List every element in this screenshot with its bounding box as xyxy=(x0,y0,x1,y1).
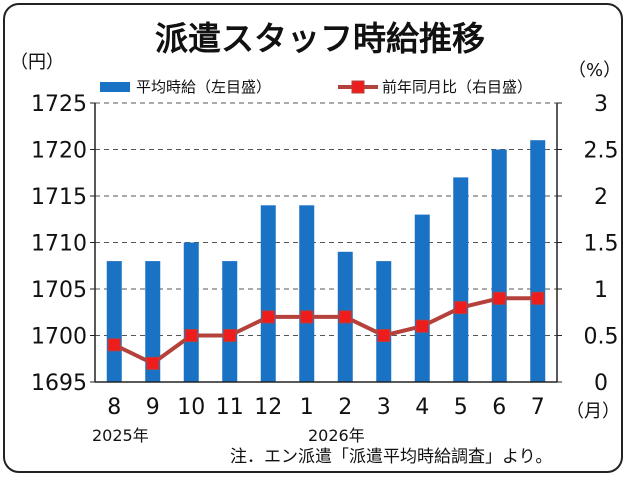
right-axis-ticks: 0 0.5 1 1.5 2 2.5 3 xyxy=(557,92,619,396)
line-point xyxy=(184,329,198,342)
legend-line-marker xyxy=(351,80,365,94)
right-tick-label: 1.5 xyxy=(584,232,619,257)
bar xyxy=(299,205,315,382)
left-tick-label: 1705 xyxy=(31,278,87,303)
x-tick-label: 6 xyxy=(492,395,506,420)
line-point xyxy=(377,329,391,342)
right-tick-label: 2.5 xyxy=(584,139,619,164)
bar xyxy=(530,140,546,382)
axes xyxy=(94,103,558,383)
right-tick-label: 2 xyxy=(594,185,608,210)
left-tick-label: 1710 xyxy=(31,232,87,257)
bar xyxy=(260,205,276,382)
bar xyxy=(106,261,122,382)
year-label-2025: 2025年 xyxy=(92,426,149,445)
right-tick-label: 1 xyxy=(594,278,608,303)
line-point xyxy=(531,291,545,305)
line-point xyxy=(261,310,275,324)
legend-line-label: 前年同月比（右目盛） xyxy=(382,78,532,96)
legend-bar-label: 平均時給（左目盛） xyxy=(136,78,271,96)
source-note: 注．エン派遣「派遣平均時給調査」より。 xyxy=(230,447,552,467)
legend: 平均時給（左目盛） 前年同月比（右目盛） xyxy=(100,78,532,96)
line-point xyxy=(454,301,468,315)
bars xyxy=(106,140,546,382)
line-point xyxy=(415,319,429,333)
x-tick-label: 2 xyxy=(338,395,352,420)
line-point xyxy=(146,356,160,370)
x-tick-label: 5 xyxy=(454,395,468,420)
x-tick-label: 4 xyxy=(415,395,429,420)
legend-bar-swatch xyxy=(100,82,130,92)
x-tick-label: 3 xyxy=(377,395,391,420)
left-tick-label: 1725 xyxy=(31,92,87,117)
line-point xyxy=(300,310,314,324)
x-axis-unit: （月） xyxy=(566,401,620,422)
bar xyxy=(376,261,392,382)
right-tick-label: 0 xyxy=(594,371,608,396)
bar xyxy=(145,261,161,382)
bar xyxy=(453,177,469,382)
right-axis-unit: （%） xyxy=(568,60,621,81)
x-tick-label: 10 xyxy=(177,395,205,420)
x-tick-label: 7 xyxy=(531,395,545,420)
bar xyxy=(222,261,238,382)
left-axis-unit: （円） xyxy=(10,52,64,73)
x-tick-label: 9 xyxy=(146,395,160,420)
bar xyxy=(414,214,430,382)
right-tick-label: 0.5 xyxy=(584,325,619,350)
line-point xyxy=(107,338,121,352)
left-tick-label: 1720 xyxy=(31,139,87,164)
x-tick-label: 8 xyxy=(107,395,121,420)
line-point xyxy=(338,310,352,324)
x-tick-label: 1 xyxy=(300,395,314,420)
left-tick-label: 1700 xyxy=(31,325,87,350)
bar xyxy=(183,242,199,382)
left-axis-ticks: 1695 1700 1705 1710 1715 1720 1725 xyxy=(31,92,95,396)
left-tick-label: 1715 xyxy=(31,185,87,210)
line-series xyxy=(107,291,545,370)
grid xyxy=(95,102,557,336)
right-tick-label: 3 xyxy=(594,92,608,117)
line-point xyxy=(492,291,506,305)
line-path xyxy=(113,296,538,366)
x-tick-label: 12 xyxy=(254,395,282,420)
year-label-2026: 2026年 xyxy=(308,426,365,445)
x-tick-label: 11 xyxy=(216,395,244,420)
left-tick-label: 1695 xyxy=(31,371,87,396)
x-axis-ticks: 8 9 10 11 12 1 2 3 4 5 6 7 xyxy=(107,395,545,420)
chart-title: 派遣スタッフ時給推移 xyxy=(155,19,485,58)
line-point xyxy=(223,329,237,342)
bar xyxy=(491,149,507,382)
